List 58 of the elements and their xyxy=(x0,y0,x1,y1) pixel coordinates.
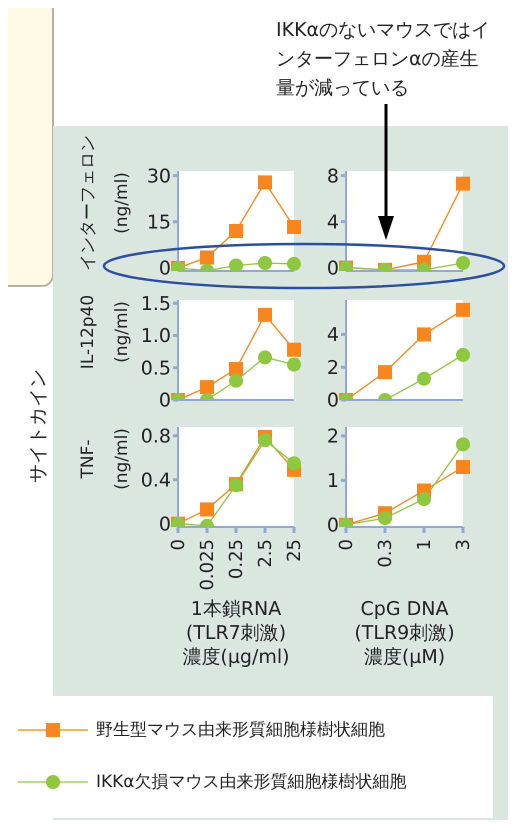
point xyxy=(287,342,301,357)
point xyxy=(378,511,392,526)
point xyxy=(417,492,431,506)
point xyxy=(229,258,243,271)
y-tick-label: 1 xyxy=(326,470,339,492)
x-tick-label: 0.25 xyxy=(226,539,247,580)
point xyxy=(456,460,470,474)
point xyxy=(200,250,214,264)
y-tick-label: 0 xyxy=(326,390,339,412)
point xyxy=(229,374,243,388)
y-tick-label: 30 xyxy=(146,165,171,188)
point xyxy=(287,456,301,470)
point xyxy=(287,220,301,234)
y-tick-label: 4 xyxy=(326,211,339,234)
point xyxy=(456,176,470,191)
point xyxy=(287,256,301,271)
x-tick-label: 1 xyxy=(414,539,435,550)
x-axis-title: CpG DNA (TLR9刺激) 濃度(μM) xyxy=(354,598,455,668)
point xyxy=(200,380,214,394)
legend-label: 野生型マウス由来形質細胞様樹状細胞 xyxy=(96,719,385,741)
point xyxy=(258,350,272,364)
legend-label: IKKα欠損マウス由来形質細胞様樹状細胞 xyxy=(96,771,407,793)
point xyxy=(258,433,272,448)
y-tick-label: 1.0 xyxy=(140,325,171,348)
point xyxy=(287,358,301,372)
point xyxy=(229,362,243,376)
y-tick-label: 8 xyxy=(326,165,339,188)
x-tick-label: 0 xyxy=(168,539,189,550)
point xyxy=(456,437,470,452)
y-tick-label: 0.8 xyxy=(140,426,171,448)
y-tick-label: 4 xyxy=(326,324,339,346)
y-tick-label: 0 xyxy=(158,390,171,412)
y-tick-label: 0.5 xyxy=(140,357,171,380)
x-tick-label: 0 xyxy=(336,539,357,550)
point xyxy=(258,175,272,190)
y-tick-label: 15 xyxy=(146,212,171,234)
y-tick-label: 0 xyxy=(326,257,339,280)
y-axis-title: TNF- (ng/ml) xyxy=(78,428,132,490)
text: サイトカイン xyxy=(26,368,50,485)
y-axis-title: インターフェロン (ng/ml) xyxy=(78,135,132,271)
point xyxy=(258,308,272,322)
y-tick-label: 0 xyxy=(158,513,171,536)
x-tick-label: 3 xyxy=(453,539,474,550)
y-tick-label: 1.5 xyxy=(140,292,171,315)
point xyxy=(200,502,214,516)
y-tick-label: 2 xyxy=(326,356,339,379)
x-tick-label: 2.5 xyxy=(255,539,276,568)
x-tick-label: 0.3 xyxy=(375,539,396,568)
point xyxy=(258,256,272,270)
y-tick-label: 2 xyxy=(326,426,339,448)
text: IKKαのないマウスではインターフェロンαの産生量が減っている xyxy=(276,18,491,101)
point xyxy=(229,224,243,238)
x-tick-label: 25 xyxy=(284,539,305,562)
x-tick-label: 0.025 xyxy=(197,539,218,591)
y-tick-label: 0.4 xyxy=(140,469,171,492)
y-tick-label: 0 xyxy=(158,258,171,280)
x-axis-title: 1本鎖RNA (TLR7刺激) 濃度(μg/ml) xyxy=(182,598,290,668)
y-axis-title: IL-12p40 (ng/ml) xyxy=(78,294,132,370)
